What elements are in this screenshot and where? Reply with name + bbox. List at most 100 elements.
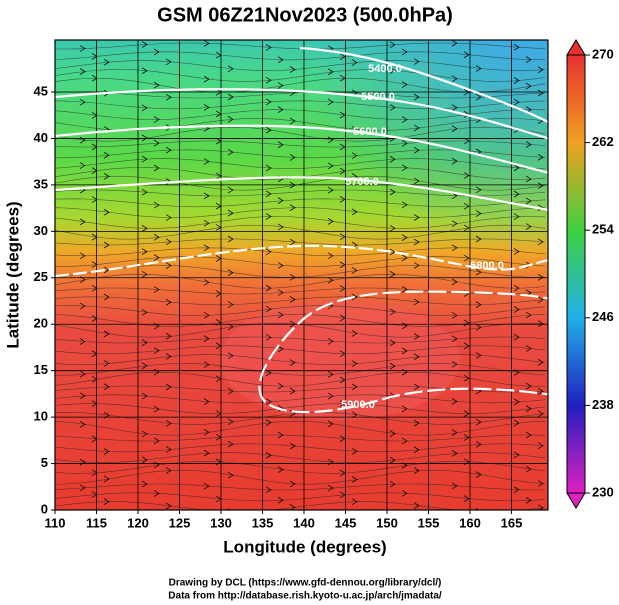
stream-arrow [203, 482, 210, 490]
stream-arrow [413, 93, 420, 101]
stream-arrow [463, 224, 470, 232]
stream-arrow [165, 353, 172, 360]
stream-arrow [103, 173, 110, 180]
stream-arrow [513, 98, 520, 106]
stream-arrow [165, 420, 172, 427]
stream-arrow [103, 448, 110, 455]
stream-arrow [351, 208, 358, 216]
stream-arrow [413, 238, 420, 246]
x-tick-label: 135 [252, 515, 274, 530]
streamline [55, 100, 546, 110]
streamline [55, 420, 546, 436]
stream-arrow [413, 502, 420, 509]
x-tick-label: 165 [501, 515, 523, 530]
stream-arrow [513, 164, 520, 172]
stream-arrow [327, 98, 334, 106]
stream-arrow [277, 311, 284, 319]
stream-arrow [351, 360, 358, 368]
stream-arrow [351, 383, 358, 391]
stream-arrow [327, 276, 334, 284]
stream-arrow [165, 383, 172, 391]
stream-arrow [277, 289, 284, 296]
contour-line [55, 124, 548, 174]
stream-arrow [79, 252, 86, 260]
stream-arrow [463, 137, 470, 145]
stream-arrow [525, 431, 532, 439]
y-tick-label: 40 [34, 130, 48, 145]
stream-arrow [463, 111, 470, 118]
stream-arrow [327, 392, 334, 400]
stream-arrow [289, 66, 296, 73]
x-tick-label: 125 [169, 515, 191, 530]
colorbar-extend-bottom [566, 492, 586, 509]
stream-arrow [351, 476, 358, 483]
streamline [55, 140, 546, 148]
y-tick-label: 5 [41, 455, 48, 470]
stream-arrow [463, 172, 470, 179]
stream-arrow [537, 204, 544, 212]
colorbar-ticks: 230 238 246 254 262 270 [585, 46, 614, 499]
contour-line [55, 176, 548, 211]
stream-arrow [265, 98, 272, 106]
stream-arrow [91, 261, 98, 268]
stream-arrow [537, 296, 544, 304]
contour-line [299, 46, 548, 124]
stream-arrow [265, 190, 272, 198]
stream-arrow [537, 442, 544, 450]
stream-arrow [103, 293, 110, 301]
stream-arrow [153, 405, 160, 413]
stream-arrow [525, 345, 532, 352]
stream-arrow [525, 405, 532, 412]
axes: 110 115 120 125 130 135 140 145 150 155 160 165 0 5 10… [34, 83, 523, 530]
stream-arrow [289, 117, 296, 125]
stream-arrow [401, 48, 408, 56]
stream-arrow [389, 270, 396, 278]
stream-arrow [413, 214, 420, 221]
stream-arrow [525, 56, 532, 63]
stream-arrow [339, 285, 346, 292]
stream-arrow [277, 404, 284, 412]
stream-arrow [475, 301, 482, 308]
stream-arrow [79, 338, 86, 345]
streamline [55, 69, 546, 82]
y-tick-label: 45 [34, 83, 48, 98]
grid [55, 40, 548, 510]
stream-arrow [537, 480, 544, 488]
height-contours [55, 46, 548, 414]
stream-arrow [389, 188, 396, 196]
stream-arrow [401, 164, 408, 172]
stream-arrow [525, 465, 532, 473]
stream-arrow [463, 374, 470, 382]
stream-arrow [91, 315, 98, 322]
stream-arrow [537, 320, 544, 328]
stream-arrow [203, 449, 210, 457]
stream-arrow [475, 268, 482, 276]
stream-arrow [351, 59, 358, 66]
stream-arrow [103, 208, 110, 216]
stream-arrow [475, 352, 482, 359]
stream-arrow [277, 496, 284, 504]
stream-arrow [227, 471, 234, 479]
stream-arrow [451, 40, 458, 47]
stream-arrow [401, 489, 408, 497]
stream-arrow [153, 233, 160, 241]
stream-arrow [513, 451, 520, 459]
y-tick-label: 20 [34, 316, 48, 331]
stream-arrow [103, 475, 110, 483]
streamline [55, 42, 546, 50]
stream-arrow [537, 387, 544, 395]
stream-arrow [339, 314, 346, 322]
stream-arrow [79, 421, 86, 428]
stream-arrow [153, 368, 160, 376]
stream-arrow [451, 312, 458, 319]
stream-arrow [463, 342, 470, 350]
stream-arrow [277, 345, 284, 353]
stream-arrow [141, 456, 148, 464]
stream-arrow [513, 43, 520, 51]
stream-arrow [227, 387, 234, 395]
stream-arrow [141, 104, 148, 112]
stream-arrow [141, 430, 148, 438]
colorbar-extend-top [566, 39, 586, 56]
stream-arrow [203, 104, 210, 111]
stream-arrow [91, 112, 98, 119]
